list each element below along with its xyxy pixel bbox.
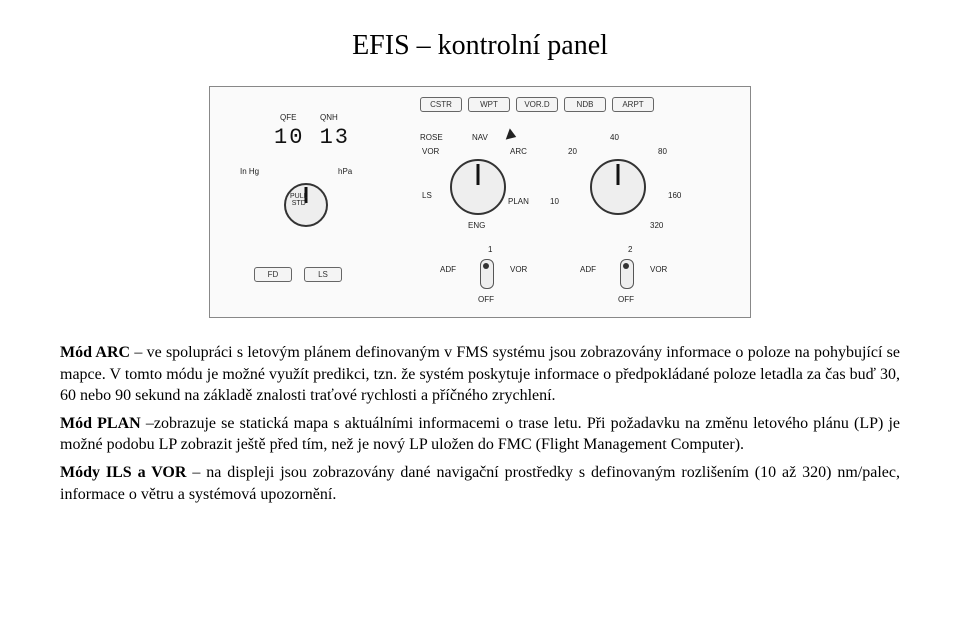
range-40: 40 xyxy=(610,133,619,142)
para-plan-lead: Mód PLAN xyxy=(60,415,141,432)
para-plan: Mód PLAN –zobrazuje se statická mapa s a… xyxy=(60,413,900,456)
para-ils-vor-lead: Módy ILS a VOR xyxy=(60,464,186,481)
para-arc: Mód ARC – ve spolupráci s letovým plánem… xyxy=(60,342,900,407)
vor-mode-label: VOR xyxy=(422,147,439,156)
nav-toggle-1 xyxy=(480,259,494,289)
range-160: 160 xyxy=(668,191,681,200)
ls-button: LS xyxy=(304,267,342,282)
nav-toggle-2 xyxy=(620,259,634,289)
pull-std-label: PULL STD xyxy=(290,193,308,207)
fd-button: FD xyxy=(254,267,292,282)
range-80: 80 xyxy=(658,147,667,156)
off1-label: OFF xyxy=(478,295,494,304)
qnh-label: QNH xyxy=(320,113,338,122)
cstr-button: CSTR xyxy=(420,97,462,112)
toggle2-num: 2 xyxy=(628,245,632,254)
nav-label: NAV xyxy=(472,133,488,142)
ls-mode-label: LS xyxy=(422,191,432,200)
baro-value: 10 13 xyxy=(274,125,350,150)
inhg-label: In Hg xyxy=(240,167,259,176)
adf1-label: ADF xyxy=(440,265,456,274)
adf2-label: ADF xyxy=(580,265,596,274)
para-ils-vor-rest: – na displeji jsou zobrazovány dané navi… xyxy=(60,464,900,503)
eng-label: ENG xyxy=(468,221,485,230)
mode-knob xyxy=(450,159,506,215)
range-20: 20 xyxy=(568,147,577,156)
ndb-button: NDB xyxy=(564,97,606,112)
hpa-label: hPa xyxy=(338,167,352,176)
vor1-label: VOR xyxy=(510,265,527,274)
arpt-button: ARPT xyxy=(612,97,654,112)
range-knob xyxy=(590,159,646,215)
qfe-label: QFE xyxy=(280,113,296,122)
para-plan-rest: –zobrazuje se statická mapa s aktuálními… xyxy=(60,415,900,454)
arrow-icon xyxy=(506,128,519,142)
off2-label: OFF xyxy=(618,295,634,304)
wpt-button: WPT xyxy=(468,97,510,112)
para-arc-lead: Mód ARC xyxy=(60,344,130,361)
efis-panel-figure: CSTR WPT VOR.D NDB ARPT QFE QNH 10 13 In… xyxy=(209,86,751,318)
toggle1-num: 1 xyxy=(488,245,492,254)
para-arc-rest: – ve spolupráci s letovým plánem definov… xyxy=(60,344,900,404)
arc-label: ARC xyxy=(510,147,527,156)
page-title: EFIS – kontrolní panel xyxy=(60,30,900,62)
vord-button: VOR.D xyxy=(516,97,558,112)
plan-label: PLAN xyxy=(508,197,529,206)
range-10: 10 xyxy=(550,197,559,206)
para-ils-vor: Módy ILS a VOR – na displeji jsou zobraz… xyxy=(60,462,900,505)
rose-label: ROSE xyxy=(420,133,443,142)
range-320: 320 xyxy=(650,221,663,230)
vor2-label: VOR xyxy=(650,265,667,274)
